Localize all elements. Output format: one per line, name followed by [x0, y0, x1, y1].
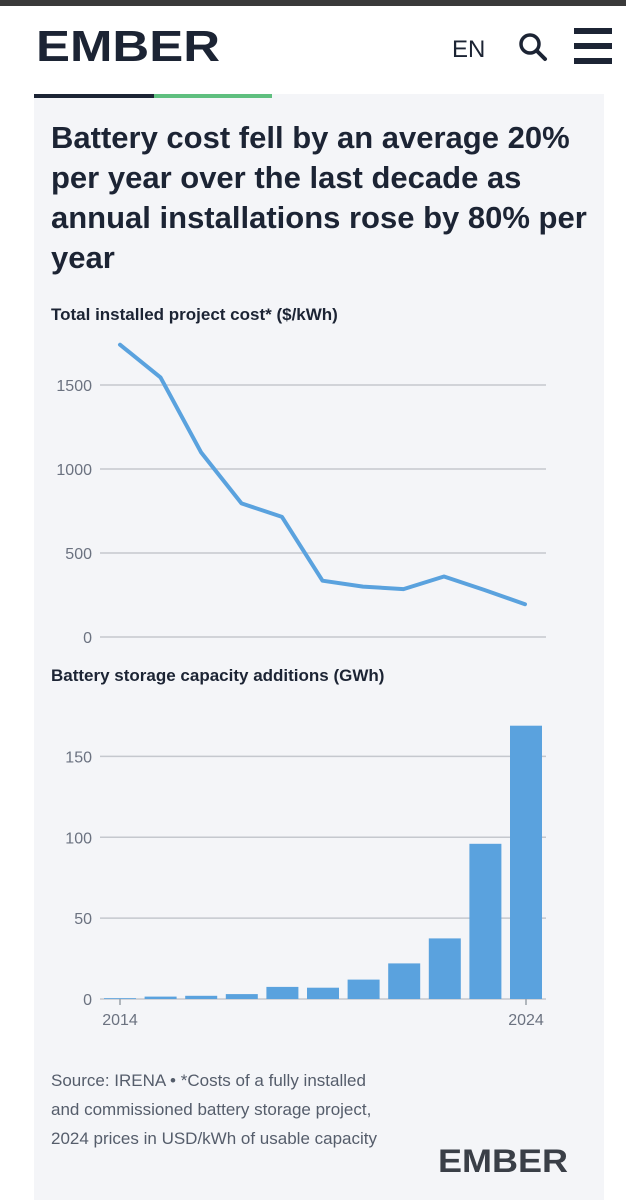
capacity-bar — [510, 725, 542, 999]
site-header: EMBER EN — [0, 6, 626, 92]
source-note: Source: IRENA • *Costs of a fully instal… — [51, 1071, 377, 1148]
chart-headline: Battery cost fell by an average 20% per … — [51, 120, 587, 275]
capacity-bar — [144, 996, 177, 999]
capacity-xtick-label: 2024 — [508, 1012, 544, 1029]
top-edge-bar — [0, 0, 626, 6]
hamburger-menu-icon[interactable] — [574, 26, 612, 66]
capacity-bar-chart: 0 50 100 150 2014 2024 — [65, 725, 546, 1029]
capacity-bar — [428, 938, 461, 999]
capacity-bar — [104, 998, 136, 999]
card-accent-dark — [34, 94, 154, 98]
capacity-ytick-label: 50 — [74, 911, 92, 928]
cost-chart-title: Total installed project cost* ($/kWh) — [51, 305, 338, 324]
capacity-bar — [469, 843, 502, 999]
cost-ytick-label: 500 — [65, 546, 92, 563]
capacity-ytick-label: 100 — [65, 830, 92, 847]
capacity-xtick-label: 2014 — [102, 1012, 138, 1029]
capacity-bar — [185, 995, 218, 999]
cost-ytick-label: 0 — [83, 630, 92, 647]
cost-line-chart: 0 500 1000 1500 — [56, 342, 546, 647]
capacity-ytick-label: 0 — [83, 992, 92, 1009]
ember-logo[interactable]: EMBER — [36, 22, 226, 73]
capacity-ytick-label: 150 — [65, 749, 92, 766]
cost-ytick-label: 1000 — [56, 462, 92, 479]
capacity-bar — [225, 994, 258, 999]
footer-ember-logo[interactable]: EMBER — [438, 1143, 570, 1182]
cost-ytick-label: 1500 — [56, 378, 92, 395]
chart-card — [34, 94, 604, 1200]
ember-logo-mark: EMBER — [36, 22, 220, 71]
search-icon[interactable] — [518, 32, 548, 62]
cost-series-line — [118, 342, 527, 607]
capacity-bar — [307, 987, 339, 999]
capacity-bar — [266, 986, 299, 999]
capacity-bar — [347, 979, 380, 999]
card-accent-green — [154, 94, 272, 98]
capacity-bar — [388, 963, 421, 999]
language-selector[interactable]: EN — [452, 36, 486, 63]
ember-logo-text: EMBER — [36, 22, 220, 68]
footer-logo-mark: EMBER — [438, 1143, 568, 1179]
footer-logo-text: EMBER — [438, 1143, 568, 1177]
capacity-chart-title: Battery storage capacity additions (GWh) — [51, 666, 385, 685]
